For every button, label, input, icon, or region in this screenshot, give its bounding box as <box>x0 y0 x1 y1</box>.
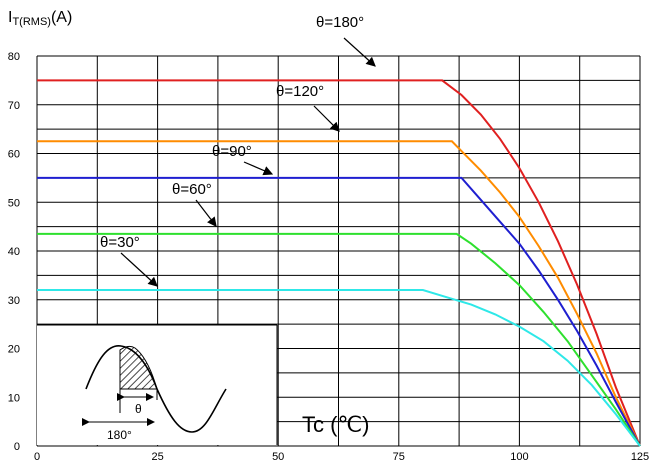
annotation-label: θ=30° <box>100 234 140 251</box>
series-line <box>37 140 641 447</box>
y-tick-labels: 0 10 20 30 40 50 60 70 80 <box>8 51 20 453</box>
x-tick-labels: 0 25 50 75 100 125 <box>34 451 649 463</box>
annotation-label: θ=60° <box>172 181 212 198</box>
x-tick-label: 0 <box>34 451 40 463</box>
theta-label: θ <box>135 402 142 416</box>
annotation-arrow <box>343 37 376 67</box>
annotation-arrow <box>120 252 158 287</box>
series-line <box>37 232 641 447</box>
period-label: 180° <box>107 428 132 442</box>
y-tick-label: 80 <box>8 51 20 63</box>
annotation-arrow <box>195 199 217 227</box>
waveform-inset: θ 180° <box>82 345 227 442</box>
x-tick-label: 75 <box>393 451 405 463</box>
hatched-conduction-area <box>119 345 158 390</box>
annotation-label: θ=180° <box>316 14 364 31</box>
annotation-arrow <box>243 161 274 176</box>
x-tick-label: 100 <box>510 451 528 463</box>
y-axis-label: IT(RMS)(A) <box>8 9 72 28</box>
inset-box <box>37 325 277 445</box>
x-tick-label: 125 <box>631 451 649 463</box>
annotation-label: θ=90° <box>212 143 252 160</box>
y-tick-label: 0 <box>14 441 20 453</box>
y-tick-label: 50 <box>8 197 20 209</box>
y-tick-label: 70 <box>8 100 20 112</box>
y-tick-label: 30 <box>8 295 20 307</box>
x-tick-label: 25 <box>151 451 163 463</box>
series-line <box>37 176 641 447</box>
series-annotations: θ=180° θ=120° θ=90° θ=60° θ=30° <box>100 14 376 287</box>
series-line <box>37 289 641 447</box>
annotation-label: θ=120° <box>276 83 324 100</box>
x-tick-label: 50 <box>272 451 284 463</box>
x-axis-label: Tc (℃) <box>302 412 369 437</box>
series-lines <box>37 79 641 447</box>
y-tick-label: 60 <box>8 149 20 161</box>
y-tick-label: 20 <box>8 344 20 356</box>
series-line <box>37 79 641 447</box>
annotation-arrow <box>313 105 340 132</box>
y-tick-label: 10 <box>8 392 20 404</box>
y-tick-label: 40 <box>8 246 20 258</box>
